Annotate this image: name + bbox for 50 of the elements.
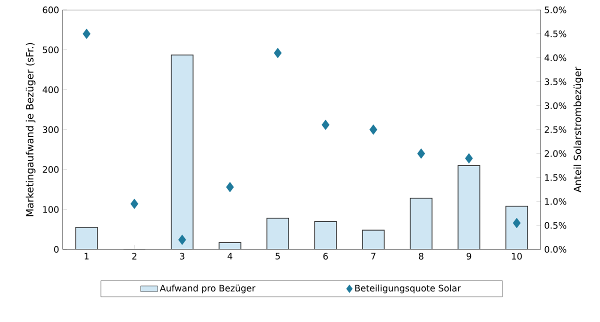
- y-tick-label: 400: [42, 86, 59, 94]
- bar: [314, 221, 337, 250]
- x-tick-label: 8: [418, 253, 424, 260]
- y-tick-label: 100: [43, 206, 59, 214]
- y2-tick-label: 2.0%: [544, 150, 566, 158]
- y-tick-label: 0: [54, 246, 59, 253]
- x-tick-label: 1: [84, 253, 89, 260]
- x-tick-label: 4: [228, 253, 232, 260]
- bar: [170, 54, 194, 250]
- point: [369, 124, 378, 135]
- y2-tick-label: 4.5%: [544, 30, 566, 38]
- y2-tick-label: 0.0%: [544, 246, 566, 253]
- point: [226, 182, 234, 192]
- y2-tick-label: 3.5%: [544, 78, 566, 86]
- point: [322, 120, 330, 130]
- x-tick-label: 10: [512, 253, 522, 260]
- point: [512, 218, 521, 228]
- y-axis-title: Marketingaufwand je Bezüger (sFr.): [26, 43, 36, 216]
- y2-tick-label: 4.0%: [544, 54, 566, 62]
- point: [178, 234, 186, 246]
- bar: [410, 198, 432, 250]
- y2-tick-label: 2.5%: [544, 126, 566, 134]
- point: [465, 153, 473, 164]
- bar: [458, 165, 480, 250]
- y2-axis-title: Anteil Solarstrombezüger: [574, 66, 584, 193]
- point: [274, 48, 282, 58]
- legend-label: Aufwand pro Bezüger: [160, 284, 256, 294]
- x-tick-label: 9: [466, 253, 472, 260]
- bar: [505, 206, 528, 250]
- y-tick-label: 500: [42, 46, 59, 54]
- point: [82, 28, 91, 40]
- y2-tick-label: 3.0%: [544, 102, 566, 110]
- bar: [362, 230, 385, 250]
- bar: [266, 218, 290, 250]
- y2-tick-label: 1.0%: [545, 198, 566, 206]
- x-tick-label: 7: [371, 253, 376, 260]
- point: [417, 148, 426, 159]
- y2-tick-label: 1.5%: [545, 174, 566, 182]
- y-tick-label: 200: [42, 166, 59, 174]
- legend-label: Beteiligungsquote Solar: [355, 284, 461, 294]
- y-tick-label: 600: [42, 6, 59, 14]
- y-tick-label: 300: [42, 126, 59, 134]
- y2-tick-label: 5.0%: [544, 6, 566, 14]
- bar: [75, 227, 98, 250]
- x-tick-label: 2: [132, 253, 136, 260]
- x-tick-label: 3: [180, 253, 184, 260]
- x-tick-label: 6: [323, 253, 328, 260]
- y2-tick-label: 0.5%: [544, 222, 566, 229]
- point: [130, 198, 138, 210]
- x-tick-label: 5: [276, 253, 280, 260]
